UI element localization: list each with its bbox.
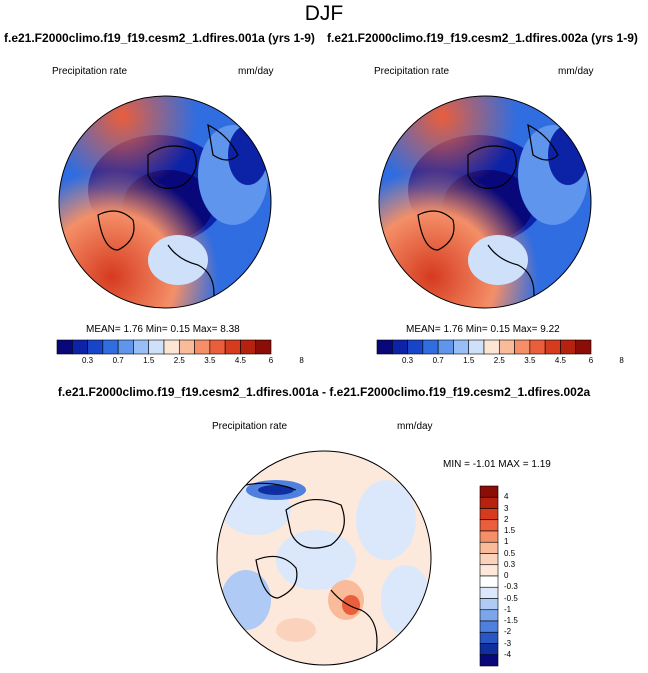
panel2-colorbar-tick-label: 6 bbox=[588, 356, 594, 365]
panel2-units: mm/day bbox=[558, 66, 594, 77]
diff-colorbar-tick-label: -1 bbox=[504, 604, 512, 614]
diff-colorbar-tick-label: 4 bbox=[504, 492, 509, 502]
diff-colorbar-tick-label: -2 bbox=[504, 627, 512, 637]
diff-colorbar-tick-label: 0.5 bbox=[504, 548, 516, 558]
diff-colorbar-box bbox=[479, 631, 499, 644]
diff-colorbar-box bbox=[479, 654, 499, 667]
panel1-polar-map bbox=[58, 95, 272, 309]
panel1-colorbar-tick-label: 6 bbox=[268, 356, 274, 365]
panel2-colorbar-box bbox=[560, 339, 577, 355]
panel1-var-label: Precipitation rate bbox=[52, 66, 128, 77]
panel2-colorbar-box bbox=[529, 339, 546, 355]
panel1-colorbar-box bbox=[209, 339, 226, 355]
panel1-colorbar-box bbox=[255, 339, 272, 355]
diff-colorbar-box bbox=[479, 609, 499, 622]
panel2-colorbar-tick-label: 3.5 bbox=[524, 356, 536, 365]
panel1-colorbar-box bbox=[178, 339, 195, 355]
panel2-colorbar-tick-label: 1.5 bbox=[463, 356, 475, 365]
panel2-polar-map bbox=[378, 95, 592, 309]
diff-colorbar-box bbox=[479, 553, 499, 566]
panel2-colorbar-box bbox=[437, 339, 454, 355]
panel2-colorbar-box bbox=[407, 339, 424, 355]
panel2-colorbar-box bbox=[391, 339, 408, 355]
panel1-colorbar-box bbox=[117, 339, 134, 355]
panel1-colorbar-tick-label: 0.7 bbox=[112, 356, 124, 365]
diff-var-label: Precipitation rate bbox=[212, 421, 288, 432]
panel2-colorbar-box bbox=[453, 339, 470, 355]
panel1-stats: MEAN= 1.76 Min= 0.15 Max= 8.38 bbox=[86, 324, 240, 335]
panel2-colorbar-tick-label: 0.3 bbox=[402, 356, 414, 365]
panel1-case-title: f.e21.F2000climo.f19_f19.cesm2_1.dfires.… bbox=[4, 31, 315, 45]
panel2-colorbar-box bbox=[575, 339, 592, 355]
panel1-colorbar-tick-label: 0.3 bbox=[82, 356, 94, 365]
diff-colorbar-tick-label: 0.3 bbox=[504, 559, 516, 569]
diff-panel-title: f.e21.F2000climo.f19_f19.cesm2_1.dfires.… bbox=[57, 385, 591, 399]
panel1-colorbar-tick-label: 3.5 bbox=[204, 356, 216, 365]
panel2-colorbar-box bbox=[468, 339, 485, 355]
diff-colorbar-box bbox=[479, 519, 499, 532]
panel2-colorbar-tick-label: 0.7 bbox=[432, 356, 444, 365]
panel2-colorbar-tick-label: 4.5 bbox=[554, 356, 566, 365]
diff-colorbar-tick-label: 2 bbox=[504, 514, 509, 524]
diff-colorbar-box bbox=[479, 598, 499, 611]
panel1-colorbar-box bbox=[224, 339, 241, 355]
panel2-colorbar-box bbox=[483, 339, 500, 355]
diff-colorbar-tick-label: -3 bbox=[504, 638, 512, 648]
diff-colorbar-box bbox=[479, 508, 499, 521]
diff-colorbar-box bbox=[479, 541, 499, 554]
panel1-colorbar-box bbox=[163, 339, 180, 355]
panel1-colorbar-box bbox=[148, 339, 165, 355]
panel2-colorbar-box bbox=[498, 339, 515, 355]
figure-title: DJF bbox=[304, 2, 344, 25]
panel1-colorbar-box bbox=[56, 339, 73, 355]
panel1-units: mm/day bbox=[238, 66, 274, 77]
panel1-colorbar-tick-label: 4.5 bbox=[234, 356, 246, 365]
diff-colorbar-box bbox=[479, 586, 499, 599]
panel2-colorbar bbox=[376, 339, 592, 355]
panel2-colorbar-box bbox=[514, 339, 531, 355]
panel2-colorbar-tick-label: 8 bbox=[619, 356, 624, 365]
panel1-colorbar-box bbox=[71, 339, 88, 355]
panel2-var-label: Precipitation rate bbox=[374, 66, 450, 77]
diff-units: mm/day bbox=[397, 421, 433, 432]
panel1-colorbar-tick-label: 1.5 bbox=[143, 356, 155, 365]
panel2-colorbar-box bbox=[544, 339, 561, 355]
diff-polar-map bbox=[216, 450, 432, 666]
panel1-colorbar-tick-label: 2.5 bbox=[173, 356, 185, 365]
diff-colorbar-tick-label: 3 bbox=[504, 503, 509, 513]
panel1-colorbar-box bbox=[102, 339, 119, 355]
panel1-colorbar-box bbox=[194, 339, 211, 355]
panel2-colorbar-tick-label: 2.5 bbox=[493, 356, 505, 365]
diff-colorbar-tick-label: -4 bbox=[504, 649, 512, 659]
panel2-stats: MEAN= 1.76 Min= 0.15 Max= 9.22 bbox=[406, 324, 560, 335]
diff-colorbar-tick-label: 0 bbox=[504, 571, 509, 580]
diff-colorbar-tick-label: -0.5 bbox=[504, 593, 518, 603]
diff-colorbar-tick-label: -0.3 bbox=[504, 582, 518, 592]
panel2-colorbar-box bbox=[376, 339, 393, 355]
diff-colorbar-tick-label: 1.5 bbox=[504, 526, 516, 535]
diff-colorbar-box bbox=[479, 643, 499, 656]
diff-colorbar-tick-label: 1 bbox=[504, 537, 509, 547]
diff-colorbar-box bbox=[479, 496, 499, 509]
panel2-colorbar-box bbox=[422, 339, 439, 355]
diff-colorbar-box bbox=[479, 564, 499, 577]
panel1-colorbar-box bbox=[87, 339, 104, 355]
diff-colorbar bbox=[479, 485, 499, 667]
diff-colorbar-box bbox=[479, 575, 499, 588]
panel1-colorbar bbox=[56, 339, 272, 355]
panel2-case-title: f.e21.F2000climo.f19_f19.cesm2_1.dfires.… bbox=[327, 31, 638, 45]
panel1-colorbar-tick-label: 8 bbox=[299, 356, 304, 365]
diff-colorbar-box bbox=[479, 485, 499, 498]
panel1-colorbar-box bbox=[240, 339, 257, 355]
panel1-colorbar-box bbox=[133, 339, 150, 355]
diff-colorbar-tick-label: -1.5 bbox=[504, 616, 518, 625]
diff-stats: MIN = -1.01 MAX = 1.19 bbox=[443, 459, 551, 470]
diff-colorbar-box bbox=[479, 530, 499, 543]
diff-colorbar-box bbox=[479, 620, 499, 633]
